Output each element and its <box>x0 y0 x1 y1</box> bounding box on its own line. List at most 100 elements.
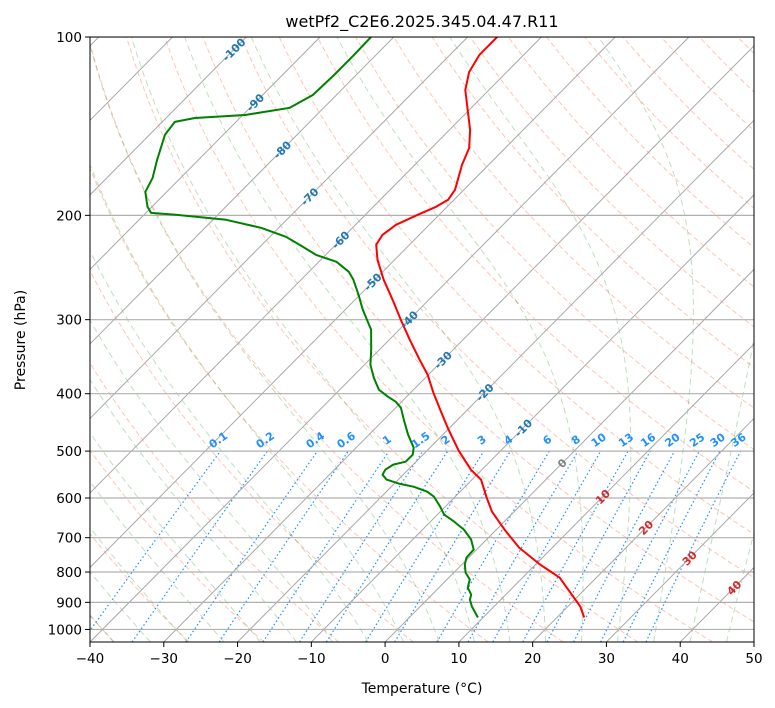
mixing-ratio-label: 0.4 <box>304 429 328 451</box>
chart-title: wetPf2_C2E6.2025.345.04.47.R11 <box>285 12 558 32</box>
moist-adiabat <box>131 37 475 642</box>
y-tick-label: 600 <box>56 491 82 507</box>
x-tick-label: 20 <box>524 651 541 667</box>
mixing-ratio-label: 1 <box>380 433 394 448</box>
dry-adiabat <box>431 37 754 368</box>
mixing-ratio-line <box>218 450 349 642</box>
y-tick-label: 200 <box>56 208 82 224</box>
x-tick-label: 30 <box>598 651 615 667</box>
isotherm <box>90 37 395 345</box>
mixing-ratio-label: 13 <box>616 431 636 450</box>
isotherm <box>90 37 468 420</box>
dry-adiabat <box>737 37 754 55</box>
mixing-ratio-line <box>645 450 742 642</box>
x-tick-label: 40 <box>672 651 689 667</box>
mixing-ratio-label: 4 <box>502 433 516 448</box>
y-tick-label: 500 <box>56 444 82 460</box>
mixing-ratio-line <box>492 450 602 642</box>
mixing-ratio-line <box>365 450 485 642</box>
mixing-ratio-line <box>522 450 629 642</box>
mixing-ratio-label: 0.1 <box>207 429 230 451</box>
isotherm <box>237 119 754 642</box>
moist-adiabat <box>90 571 151 642</box>
dry-adiabat <box>393 37 754 409</box>
moist-adiabat <box>90 249 369 642</box>
x-tick-label: −20 <box>223 651 252 667</box>
moist-adiabat <box>597 37 694 642</box>
dry-adiabat <box>698 37 754 93</box>
moist-adiabat <box>90 42 440 642</box>
isotherm <box>310 194 754 642</box>
dry-adiabat <box>90 269 414 642</box>
axes: −40 −30 −20 −10 0 10 20 30 40 5010020030040050060… <box>48 30 763 667</box>
mixing-ratio-label: 0.2 <box>254 429 277 451</box>
dry-adiabat <box>546 37 754 249</box>
moist-adiabat <box>90 319 333 642</box>
mixing-ratio-line <box>90 450 221 632</box>
mixing-ratio-line <box>185 450 318 642</box>
mixing-ratio-label: 3 <box>475 433 489 448</box>
dry-adiabat <box>278 37 754 535</box>
dewpoint-line <box>144 37 479 618</box>
dry-adiabat <box>90 166 489 642</box>
mixing-ratio-label: 0.6 <box>335 429 359 451</box>
dry-adiabat <box>316 37 754 493</box>
moist-adiabat <box>689 335 754 642</box>
moist-adiabat <box>763 37 775 642</box>
moist-adiabat <box>90 378 297 642</box>
y-tick-label: 400 <box>56 387 82 403</box>
y-tick-label: 900 <box>56 595 82 611</box>
x-tick-label: 10 <box>450 651 467 667</box>
x-axis-label: Temperature (°C) <box>361 681 483 697</box>
isotherm <box>532 417 754 642</box>
y-tick-label: 1000 <box>48 622 82 638</box>
mixing-ratio-line <box>622 450 721 642</box>
moist-adiabat <box>250 37 547 642</box>
dry-adiabat <box>355 37 754 451</box>
dry-adiabat <box>164 37 713 642</box>
isotherm-label: -100 <box>220 35 249 64</box>
y-axis-label: Pressure (hPa) <box>13 290 29 390</box>
mixing-ratio-line <box>572 450 676 642</box>
moist-adiabat <box>90 480 225 642</box>
dry-adiabat <box>240 37 754 579</box>
moist-adiabat <box>184 37 511 642</box>
moist-adiabat <box>449 37 632 642</box>
temperature-line <box>375 37 586 618</box>
y-tick-label: 700 <box>56 531 82 547</box>
moist-adiabat <box>336 37 584 642</box>
isotherm <box>679 566 754 642</box>
isotherm <box>458 343 754 642</box>
mixing-ratio-label: 8 <box>569 433 583 448</box>
mixing-ratio-line <box>299 450 424 642</box>
isotherm <box>90 37 321 271</box>
x-tick-label: −10 <box>297 651 326 667</box>
isotherm <box>90 37 247 196</box>
dry-adiabat <box>126 37 639 642</box>
moist-adiabat <box>90 163 404 642</box>
mixing-ratio-line <box>546 450 651 642</box>
y-tick-label: 800 <box>56 565 82 581</box>
isotherm <box>606 492 754 642</box>
mixing-ratio-label: 6 <box>541 433 555 448</box>
isotherm <box>163 45 754 642</box>
dry-adiabat <box>507 37 754 288</box>
isotherm <box>90 37 542 494</box>
mixing-ratio-line <box>600 450 700 642</box>
y-tick-label: 300 <box>56 313 82 329</box>
dry-adiabat <box>90 362 339 642</box>
x-tick-label: 50 <box>745 651 762 667</box>
background-lines <box>90 37 775 642</box>
x-tick-label: −40 <box>76 651 105 667</box>
isotherm <box>753 641 754 642</box>
y-tick-label: 100 <box>56 30 82 46</box>
dry-adiabat <box>469 37 754 328</box>
mixing-ratio-label: 1.5 <box>409 429 432 451</box>
isotherm <box>90 37 616 569</box>
dry-adiabat <box>90 41 564 642</box>
mixing-ratio-line <box>394 450 512 642</box>
profile-curves <box>144 37 586 618</box>
isotherm <box>90 37 690 642</box>
mixing-ratio-line <box>325 450 449 642</box>
